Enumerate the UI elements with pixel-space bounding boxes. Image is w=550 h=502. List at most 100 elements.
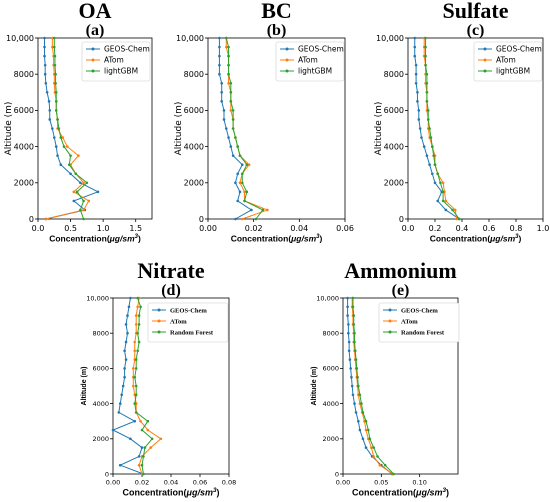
data-point bbox=[234, 136, 237, 139]
data-point bbox=[414, 81, 418, 85]
data-point bbox=[159, 437, 163, 441]
plot-frame bbox=[342, 297, 459, 475]
data-point bbox=[347, 340, 351, 344]
data-point bbox=[414, 63, 418, 67]
chart-title: Nitrate bbox=[137, 258, 204, 283]
data-point bbox=[224, 36, 228, 40]
legend-label: Random Forest bbox=[401, 329, 445, 336]
legend-marker bbox=[91, 58, 95, 62]
data-point bbox=[118, 402, 122, 405]
x-tick-label: 0.8 bbox=[510, 224, 523, 233]
data-point bbox=[52, 136, 56, 139]
data-point bbox=[218, 72, 221, 76]
x-axis-label: Concentration(μg/sm3) bbox=[49, 234, 141, 244]
legend-marker bbox=[483, 69, 487, 73]
data-point bbox=[134, 384, 138, 388]
data-point bbox=[451, 208, 454, 212]
x-tick-label: 0.04 bbox=[290, 224, 308, 233]
y-tick-label: 10,000 bbox=[376, 34, 404, 43]
data-point bbox=[234, 217, 237, 221]
data-point bbox=[357, 419, 360, 423]
legend-label: GEOS-Chem bbox=[104, 45, 150, 54]
data-point bbox=[43, 63, 47, 67]
data-point bbox=[137, 314, 141, 317]
y-tick-label: 2000 bbox=[14, 179, 34, 188]
data-point bbox=[361, 437, 365, 441]
data-point bbox=[59, 163, 63, 166]
data-point bbox=[82, 181, 85, 185]
data-point bbox=[266, 208, 269, 212]
data-point bbox=[439, 181, 442, 185]
data-point bbox=[422, 145, 426, 148]
data-point bbox=[243, 199, 246, 203]
data-point bbox=[229, 109, 233, 112]
data-point bbox=[425, 100, 429, 103]
y-tick-label: 10,000 bbox=[6, 34, 34, 43]
y-tick-label: 4000 bbox=[384, 142, 404, 151]
x-tick-label: 0.4 bbox=[456, 224, 469, 233]
data-point bbox=[56, 154, 59, 157]
data-point bbox=[79, 181, 82, 185]
data-point bbox=[133, 402, 137, 405]
data-point bbox=[146, 419, 150, 423]
data-point bbox=[47, 100, 51, 103]
legend-label: lightGBM bbox=[104, 67, 138, 76]
data-point bbox=[354, 411, 358, 414]
legend-label: ATom bbox=[104, 56, 124, 65]
data-point bbox=[53, 63, 57, 67]
y-tick-label: 0 bbox=[29, 215, 34, 224]
data-point bbox=[243, 190, 246, 194]
data-point bbox=[360, 402, 363, 405]
data-point bbox=[79, 208, 82, 212]
data-point bbox=[117, 411, 121, 414]
legend-label: GEOS-Chem bbox=[496, 45, 542, 54]
data-point bbox=[428, 163, 431, 166]
x-tick-label: 0.02 bbox=[245, 224, 263, 233]
data-point bbox=[416, 100, 419, 103]
data-point bbox=[368, 437, 372, 441]
data-point bbox=[69, 172, 72, 176]
data-point bbox=[416, 91, 419, 94]
legend-marker bbox=[388, 319, 392, 323]
data-point bbox=[444, 208, 448, 212]
data-point bbox=[414, 72, 418, 76]
data-point bbox=[350, 375, 353, 379]
data-point bbox=[236, 172, 239, 176]
data-point bbox=[218, 45, 221, 49]
data-point bbox=[351, 296, 355, 300]
data-point bbox=[134, 358, 138, 361]
data-point bbox=[45, 91, 49, 94]
x-tick-label: 0.00 bbox=[106, 479, 120, 487]
data-point bbox=[378, 463, 382, 467]
data-point bbox=[118, 463, 122, 467]
legend-marker bbox=[157, 330, 161, 334]
data-point bbox=[54, 145, 58, 148]
data-point bbox=[120, 393, 123, 397]
data-point bbox=[140, 446, 144, 449]
data-point bbox=[54, 100, 58, 103]
data-point bbox=[426, 118, 430, 121]
data-point bbox=[43, 36, 46, 40]
data-point bbox=[353, 349, 357, 353]
data-point bbox=[44, 217, 48, 221]
data-point bbox=[132, 367, 135, 370]
data-point bbox=[350, 384, 354, 388]
data-point bbox=[418, 127, 422, 130]
data-point bbox=[69, 154, 72, 157]
data-point bbox=[127, 305, 131, 309]
y-tick-label: 6000 bbox=[14, 106, 34, 115]
y-tick-label: 2000 bbox=[384, 179, 404, 188]
data-point bbox=[82, 199, 85, 203]
data-point bbox=[351, 305, 355, 309]
data-point bbox=[240, 163, 244, 166]
data-point bbox=[227, 81, 230, 85]
data-point bbox=[66, 145, 69, 148]
x-tick-label: 0.0 bbox=[32, 224, 45, 233]
legend-label: lightGBM bbox=[298, 67, 332, 76]
data-point bbox=[238, 181, 242, 185]
data-point bbox=[425, 154, 429, 157]
data-point bbox=[227, 45, 230, 49]
x-tick-label: 0.04 bbox=[164, 479, 178, 487]
data-point bbox=[372, 446, 375, 449]
y-tick-label: 8000 bbox=[384, 70, 404, 79]
